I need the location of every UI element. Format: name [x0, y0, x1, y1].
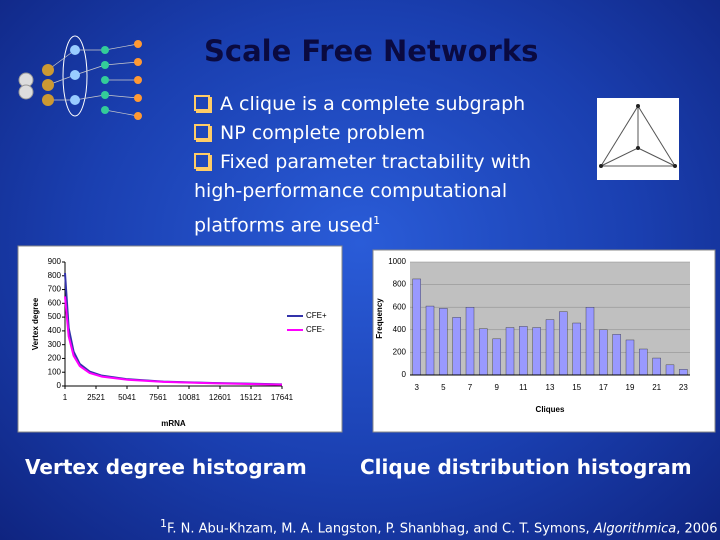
chart-frame: [17, 245, 343, 433]
bar: [559, 311, 568, 376]
y-tick-label: 0: [402, 370, 407, 379]
x-tick-label: 23: [679, 383, 688, 392]
bar: [452, 317, 461, 376]
title: Scale Free Networks: [204, 34, 539, 68]
caption: Vertex degree histogram: [25, 455, 307, 479]
x-tick-label: 17: [599, 383, 608, 392]
x-tick-label: 7561: [149, 393, 167, 402]
bar: [425, 305, 435, 376]
y-tick-label: 600: [393, 302, 407, 311]
bullet: A clique is a complete subgraph: [194, 90, 579, 119]
x-tick-label: 11: [519, 383, 528, 392]
bar: [572, 322, 581, 376]
footnote: 1F. N. Abu-Khzam, M. A. Langston, P. Sha…: [160, 517, 718, 536]
y-tick-label: 400: [48, 326, 62, 335]
bullet: NP complete problem: [194, 119, 579, 148]
caption: Clique distribution histogram: [360, 455, 692, 479]
y-tick-label: 200: [48, 354, 62, 363]
bar: [652, 357, 661, 376]
y-tick-label: 800: [393, 280, 407, 289]
x-tick-label: 12601: [209, 393, 232, 402]
legend-label: CFE-: [306, 325, 325, 334]
bullet-text: A clique is a complete subgraph: [220, 93, 526, 115]
bar: [665, 364, 675, 376]
bar: [679, 369, 688, 376]
y-tick-label: 500: [48, 312, 62, 321]
x-tick-label: 17641: [271, 393, 294, 402]
x-axis-label: Cliques: [536, 405, 565, 414]
x-tick-label: 15: [572, 383, 581, 392]
y-tick-label: 1000: [388, 257, 406, 266]
x-tick-label: 10081: [178, 393, 201, 402]
bar: [479, 328, 488, 376]
series-line: [64, 296, 283, 386]
x-tick-label: 5: [441, 383, 446, 392]
x-tick-label: 2521: [87, 393, 105, 402]
bar: [465, 307, 475, 376]
bullet: Fixed parameter tractability with high-p…: [194, 148, 579, 240]
y-tick-label: 600: [48, 298, 62, 307]
bar: [585, 307, 595, 376]
x-tick-label: 9: [494, 383, 499, 392]
bullet-list: A clique is a complete subgraph NP compl…: [194, 90, 579, 240]
bar: [505, 327, 515, 376]
bar: [625, 339, 635, 376]
footnote-mark: 1: [160, 517, 167, 530]
y-axis-label: Vertex degree: [31, 297, 40, 350]
y-tick-label: 400: [393, 325, 407, 334]
footnote-year: , 2006: [676, 521, 718, 537]
x-tick-label: 5041: [118, 393, 136, 402]
y-tick-label: 700: [48, 285, 62, 294]
network-icon: [18, 35, 142, 120]
x-tick-label: 13: [546, 383, 555, 392]
bar: [599, 329, 608, 376]
bar: [439, 308, 448, 376]
bar: [612, 334, 621, 376]
y-tick-label: 200: [393, 348, 407, 357]
bar: [545, 319, 555, 376]
bar: [519, 326, 528, 376]
footnote-journal: Algorithmica: [593, 521, 677, 537]
x-tick-label: 3: [414, 383, 419, 392]
bar: [492, 338, 501, 376]
y-tick-label: 900: [48, 257, 62, 266]
clique-diagram: [597, 98, 679, 180]
bar: [639, 348, 648, 376]
y-tick-label: 100: [48, 367, 62, 376]
x-tick-label: 21: [652, 383, 661, 392]
x-tick-label: 19: [626, 383, 635, 392]
y-tick-label: 800: [48, 271, 62, 280]
y-tick-label: 0: [57, 381, 62, 390]
footnote-ref: 1: [373, 214, 381, 227]
y-axis-label: Frequency: [375, 298, 384, 339]
bar: [412, 278, 421, 376]
x-tick-label: 1: [63, 393, 68, 402]
bar: [532, 327, 541, 376]
x-tick-label: 7: [468, 383, 473, 392]
x-tick-label: 15121: [240, 393, 263, 402]
bullet-text: NP complete problem: [220, 122, 426, 144]
legend-label: CFE+: [306, 311, 327, 320]
x-axis-label: mRNA: [161, 419, 186, 428]
bullet-text: Fixed parameter tractability with high-p…: [194, 151, 532, 237]
footnote-text: F. N. Abu-Khzam, M. A. Langston, P. Shan…: [167, 521, 594, 537]
y-tick-label: 300: [48, 340, 62, 349]
